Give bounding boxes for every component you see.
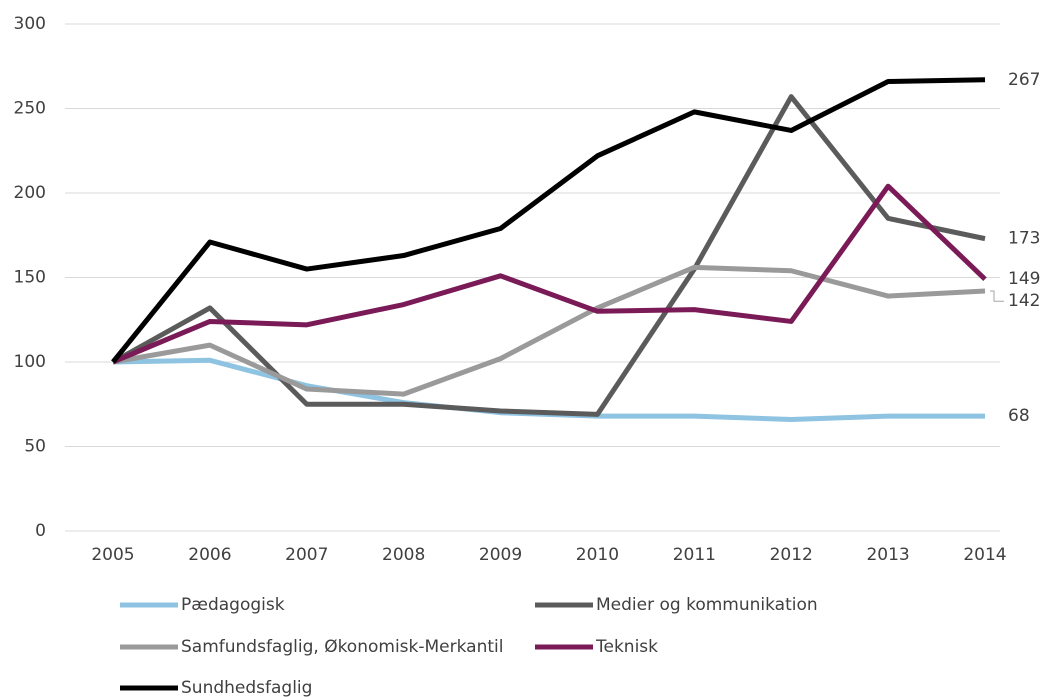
data-label: 149 (1008, 269, 1040, 289)
data-label: 68 (1008, 406, 1030, 426)
x-tick-label: 2011 (673, 545, 716, 565)
legend-label: Sundhedsfaglig (181, 678, 312, 697)
legend-label: Medier og kommunikation (596, 595, 818, 615)
y-tick-label: 50 (24, 437, 46, 457)
legend-label: Pædagogisk (181, 595, 285, 615)
series-line (112, 183, 987, 365)
x-tick-label: 2013 (866, 545, 909, 565)
series-line (111, 94, 986, 417)
legend-label: Teknisk (595, 637, 658, 657)
series-line (111, 77, 986, 364)
x-tick-label: 2010 (576, 545, 619, 565)
data-label: 173 (1008, 229, 1040, 249)
leader-line (990, 290, 1004, 302)
x-tick-label: 2009 (479, 545, 522, 565)
y-tick-label: 300 (14, 14, 46, 34)
y-tick-label: 100 (14, 352, 46, 372)
data-label: 267 (1008, 70, 1040, 90)
x-tick-label: 2014 (963, 545, 1006, 565)
x-tick-label: 2012 (770, 545, 813, 565)
y-tick-label: 250 (14, 99, 46, 119)
data-label: 142 (1008, 291, 1040, 311)
x-tick-label: 2008 (382, 545, 425, 565)
x-tick-label: 2007 (285, 545, 328, 565)
legend-label: Samfundsfaglig, Økonomisk-Merkantil (181, 637, 503, 657)
y-tick-label: 0 (35, 521, 46, 541)
y-tick-label: 150 (14, 268, 46, 288)
series-line (112, 264, 986, 397)
x-tick-label: 2005 (91, 545, 134, 565)
x-tick-label: 2006 (188, 545, 231, 565)
y-tick-label: 200 (14, 183, 46, 203)
